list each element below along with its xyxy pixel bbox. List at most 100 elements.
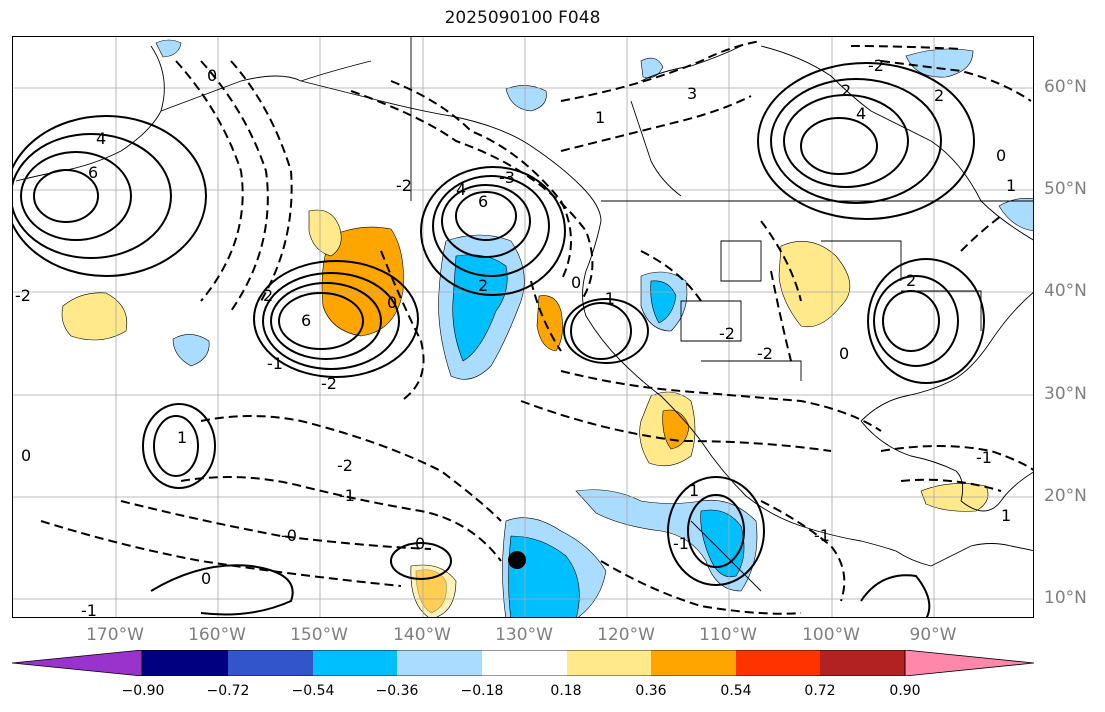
contour-label: 2 (906, 271, 916, 290)
colorbar-segment (651, 650, 736, 676)
contour-label: -1 (599, 289, 615, 308)
map-canvas: 0 4 6 -2 2 6 -1 0 -2 4 6 -2 2 -3 0 -1 3 … (13, 37, 1033, 618)
contour-label: -2 (321, 374, 337, 393)
lightblue-anomaly-east (998, 198, 1033, 231)
longitude-label: 140°W (393, 625, 451, 645)
longitude-label: 100°W (802, 625, 860, 645)
contour-label: 1 (177, 428, 187, 447)
shading-layer (61, 39, 1033, 617)
latitude-label: 20°N (1044, 486, 1087, 506)
contour-label: 1 (595, 108, 605, 127)
yellow-anomaly-plains (778, 241, 851, 328)
colorbar (12, 650, 1035, 676)
contour-label: -3 (499, 168, 515, 187)
contour-label: -1 (976, 448, 992, 467)
colorbar-segment (567, 650, 651, 676)
colorbar-segment (228, 650, 313, 676)
contour-label: 6 (478, 192, 488, 211)
contour-label: 0 (571, 273, 581, 292)
contour-label: -1 (267, 354, 283, 373)
blue-anomaly-rockies (650, 280, 677, 324)
longitude-label: 170°W (86, 625, 144, 645)
contour-label: 0 (996, 146, 1006, 165)
colorbar-tick-label: 0.90 (889, 683, 921, 699)
contour-label: 4 (96, 129, 106, 148)
lightblue-anomaly-alaska (505, 85, 547, 112)
contour-label: -1 (81, 601, 97, 618)
graticule (13, 37, 1033, 617)
contour-label: 2 (841, 81, 851, 100)
contour-label: -2 (337, 456, 353, 475)
contour-label: 4 (856, 104, 866, 123)
location-marker[interactable] (508, 551, 526, 569)
colorbar-tick-label: −0.90 (121, 683, 165, 699)
lightblue-anomaly-northwest (155, 39, 182, 58)
colorbar-tick-label: 0.18 (550, 683, 582, 699)
orange-anomaly-socal (536, 295, 563, 352)
contour-label: 0 (207, 66, 217, 85)
longitude-label: 160°W (188, 625, 246, 645)
contours-negative (40, 40, 1033, 615)
longitude-label: 130°W (495, 625, 553, 645)
latitude-label: 10°N (1044, 588, 1087, 608)
colorbar-extend-left (12, 650, 143, 676)
blue-anomaly-offshore (452, 254, 508, 362)
longitude-label: 90°W (909, 625, 957, 645)
colorbar-tick-label: 0.72 (804, 683, 836, 699)
contour-label: 0 (201, 569, 211, 588)
contour-label: -1 (339, 486, 355, 505)
lightblue-anomaly-west-small (172, 334, 210, 367)
colorbar-tick-label: 0.36 (635, 683, 667, 699)
contour-label: 2 (934, 86, 944, 105)
contour-label: 0 (415, 534, 425, 553)
colorbar-tick-label: −0.54 (291, 683, 335, 699)
longitude-label: 150°W (290, 625, 348, 645)
contour-label: 4 (456, 180, 466, 199)
map-title: 2025090100 F048 (444, 8, 601, 28)
latitude-label: 30°N (1044, 384, 1087, 404)
yellow-anomaly-gulf-of-alaska (308, 209, 342, 257)
yellow-anomaly-west (61, 292, 128, 341)
contour-label: -1 (814, 526, 830, 545)
colorbar-tick-label: −0.72 (206, 683, 250, 699)
colorbar-tick-label: 0.54 (720, 683, 752, 699)
colorbar-extend-right (904, 650, 1035, 676)
contour-label: 6 (88, 163, 98, 182)
contour-label: -2 (757, 344, 773, 363)
contour-label: 0 (387, 293, 397, 312)
orange-anomaly-baja (662, 409, 690, 450)
blue-anomaly-south (508, 535, 580, 617)
colorbar-segment (142, 650, 228, 676)
colorbar-segment (313, 650, 397, 676)
latitude-label: 40°N (1044, 281, 1087, 301)
contour-label: -0 (281, 526, 297, 545)
colorbar-segment (736, 650, 820, 676)
contour-label: 3 (687, 84, 697, 103)
contour-label: -1 (673, 534, 689, 553)
contour-label: -2 (719, 324, 735, 343)
map-panel[interactable]: 0 4 6 -2 2 6 -1 0 -2 4 6 -2 2 -3 0 -1 3 … (12, 36, 1034, 618)
longitude-label: 120°W (597, 625, 655, 645)
lightblue-anomaly-hudson (640, 57, 664, 79)
contour-label: 0 (21, 446, 31, 465)
contour-label: 2 (263, 286, 273, 305)
contour-label: -2 (15, 286, 31, 305)
contour-label: -2 (396, 176, 412, 195)
contour-label: 0 (839, 344, 849, 363)
contour-label: 6 (301, 311, 311, 330)
yellow-anomaly-south (410, 564, 457, 617)
contour-label: 1 (689, 481, 699, 500)
latitude-label: 60°N (1044, 77, 1087, 97)
contour-label: 1 (1001, 506, 1011, 525)
contour-label: -2 (868, 56, 884, 75)
colorbar-tick-label: −0.18 (460, 683, 504, 699)
contour-label: 2 (478, 276, 488, 295)
colorbar-segment (820, 650, 905, 676)
latitude-label: 50°N (1044, 179, 1087, 199)
contours-positive (13, 62, 985, 617)
colorbar-tick-label: −0.36 (375, 683, 419, 699)
longitude-label: 110°W (699, 625, 757, 645)
colorbar-segment (397, 650, 482, 676)
colorbar-segment (482, 650, 567, 676)
contour-label-layer: 0 4 6 -2 2 6 -1 0 -2 4 6 -2 2 -3 0 -1 3 … (15, 56, 1016, 618)
